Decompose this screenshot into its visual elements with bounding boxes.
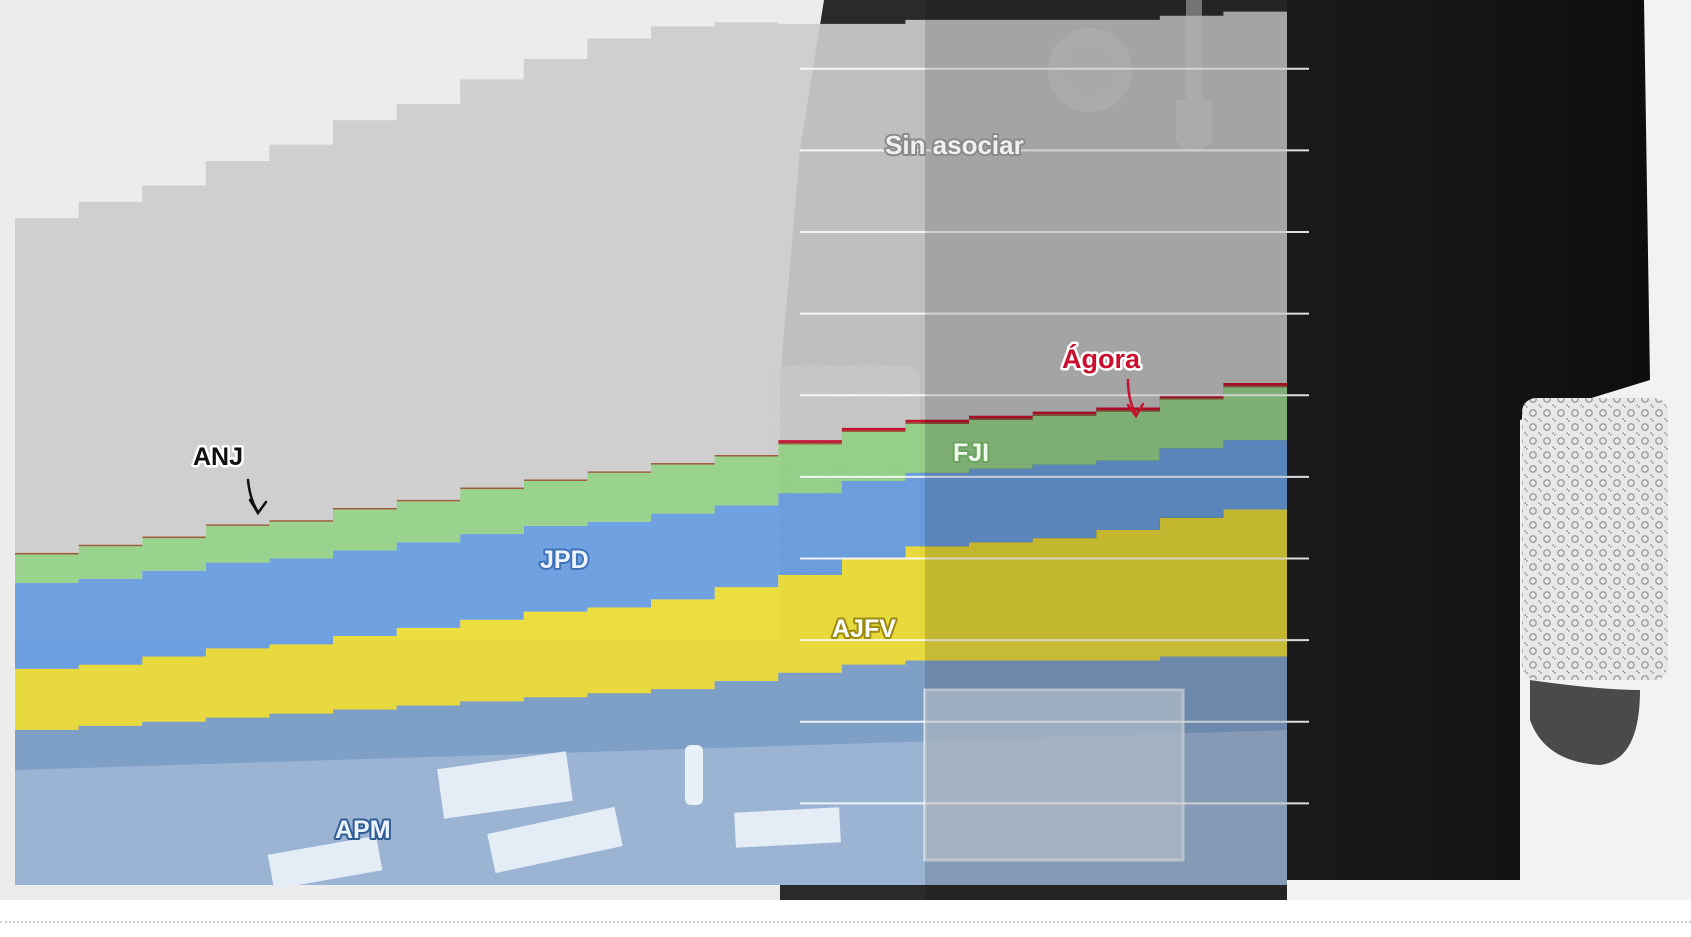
label-anj: ANJ [193, 443, 243, 471]
lace-cuff [1522, 398, 1668, 680]
ballot-box [923, 688, 1185, 862]
agora-arrow-icon [1126, 378, 1145, 419]
area-ajfv [15, 509, 1287, 730]
area-jpd [15, 440, 1287, 669]
footer-dotted-rule [0, 921, 1691, 923]
chart-gridlines [800, 67, 1309, 805]
chart-areas [15, 11, 1287, 730]
label-ajfv: AJFV [832, 615, 896, 643]
label-jpd: JPD [540, 546, 589, 574]
area-sin_asociar [15, 11, 1287, 553]
series-labels: Sin asociar Ágora FJI ANJ JPD AJFV APM [191, 128, 1145, 846]
label-apm: APM [335, 816, 391, 844]
robe-overlay [925, 0, 1287, 900]
label-fji: FJI [953, 439, 989, 467]
anj-arrow-icon [246, 478, 268, 516]
label-sin-asociar: Sin asociar [885, 130, 1024, 160]
label-agora: Ágora [1062, 343, 1141, 374]
area-fji [15, 387, 1287, 584]
hand [1530, 680, 1640, 765]
